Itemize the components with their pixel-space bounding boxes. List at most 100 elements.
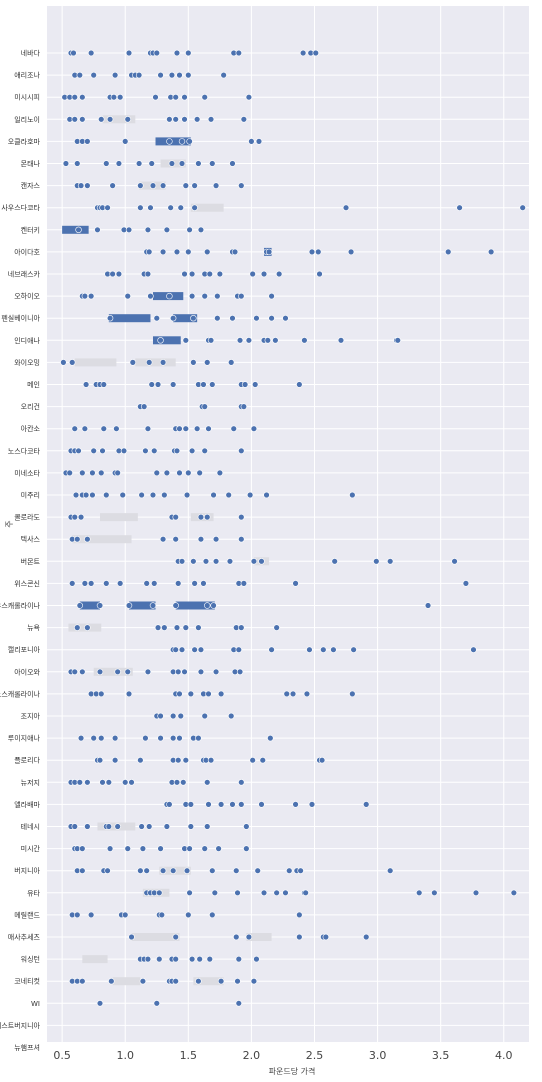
data-point xyxy=(249,270,256,278)
data-point xyxy=(260,889,268,896)
data-point xyxy=(137,204,144,211)
data-point xyxy=(235,1000,242,1007)
category-label: 웨스트버지니아 xyxy=(0,1021,41,1030)
data-point xyxy=(292,580,299,587)
label-box xyxy=(99,513,138,522)
data-point xyxy=(331,558,338,565)
data-point xyxy=(115,160,123,167)
category-label: 미네소타 xyxy=(14,468,40,477)
data-point xyxy=(176,690,183,698)
category-label: 콜로라도 xyxy=(14,513,40,522)
data-point xyxy=(108,977,115,985)
data-point xyxy=(255,138,263,145)
data-point xyxy=(233,867,240,874)
category-label: 코네티컷 xyxy=(14,977,40,986)
data-point xyxy=(238,801,245,808)
data-point xyxy=(210,602,217,609)
data-point xyxy=(182,756,189,764)
data-point xyxy=(176,469,183,477)
category-label: 미주리 xyxy=(21,491,40,500)
data-point xyxy=(245,93,253,101)
x-axis-label: 파운드당 가격 xyxy=(269,1066,316,1076)
data-point xyxy=(205,425,212,432)
data-point xyxy=(250,425,258,432)
data-point xyxy=(186,138,193,145)
data-point xyxy=(185,71,192,79)
data-point xyxy=(77,182,85,189)
data-point xyxy=(191,646,198,653)
label-box xyxy=(193,977,224,986)
data-point xyxy=(235,49,242,57)
data-point xyxy=(302,889,309,896)
data-point xyxy=(140,403,148,410)
data-point xyxy=(267,734,274,742)
category-label: 캘리포니아 xyxy=(8,645,41,654)
data-point xyxy=(394,337,401,344)
data-point xyxy=(347,248,355,256)
data-point xyxy=(119,491,126,499)
x-tick-label: 1.0 xyxy=(116,1049,134,1062)
category-label: 뉴욕 xyxy=(27,624,40,632)
data-point xyxy=(167,204,174,211)
data-point xyxy=(166,292,173,300)
category-label: 노스다코타 xyxy=(8,446,41,455)
category-label: 루이지애나 xyxy=(8,734,41,743)
data-point xyxy=(243,845,250,852)
data-point xyxy=(71,93,78,101)
data-point xyxy=(226,558,234,565)
data-point xyxy=(316,270,323,278)
data-point xyxy=(273,889,280,896)
data-point xyxy=(301,337,308,344)
data-point xyxy=(282,315,289,322)
category-label: 뉴햄프셔 xyxy=(14,1043,40,1052)
data-point xyxy=(250,977,258,985)
data-point xyxy=(87,580,95,587)
data-point xyxy=(241,381,249,388)
data-point xyxy=(147,204,154,211)
data-point xyxy=(187,690,195,698)
data-point xyxy=(275,270,283,278)
category-label: 네바다 xyxy=(21,49,41,58)
category-label: 켄터키 xyxy=(21,225,40,234)
data-point xyxy=(79,93,86,101)
data-point xyxy=(144,270,152,278)
data-point xyxy=(195,160,202,167)
category-label: 버몬트 xyxy=(21,557,41,566)
data-point xyxy=(79,845,86,852)
data-point xyxy=(209,867,216,874)
data-point xyxy=(120,447,128,454)
data-point xyxy=(240,116,248,123)
data-point xyxy=(238,182,245,189)
x-tick-label: 1.5 xyxy=(180,1049,198,1062)
data-point xyxy=(248,138,255,145)
data-point xyxy=(228,359,235,366)
data-point xyxy=(146,823,153,830)
data-point xyxy=(79,116,86,123)
data-point xyxy=(116,580,124,587)
data-point xyxy=(114,823,121,830)
data-point xyxy=(259,756,266,764)
data-point xyxy=(229,315,236,322)
data-point xyxy=(124,845,131,852)
data-point xyxy=(187,823,195,830)
data-point xyxy=(99,779,106,786)
data-point xyxy=(173,49,181,57)
category-labels: 네바다애리조나미시시피일리노이오클라호마몬태나캔자스사우스다코타켄터키아이다호네… xyxy=(0,49,41,1053)
data-point xyxy=(296,911,303,919)
data-point xyxy=(84,535,91,543)
label-box xyxy=(152,336,181,345)
data-point xyxy=(147,292,154,300)
category-label: 미시시피 xyxy=(14,93,40,102)
data-point xyxy=(135,71,143,79)
data-point xyxy=(181,93,188,101)
data-point xyxy=(125,690,133,698)
data-point xyxy=(109,182,116,189)
data-point xyxy=(99,447,106,454)
data-point xyxy=(172,93,179,101)
data-point xyxy=(142,734,149,742)
data-point xyxy=(157,845,164,852)
data-point xyxy=(169,381,177,388)
data-point xyxy=(193,116,201,123)
data-point xyxy=(79,668,86,675)
category-label: 뉴저지 xyxy=(21,778,40,787)
